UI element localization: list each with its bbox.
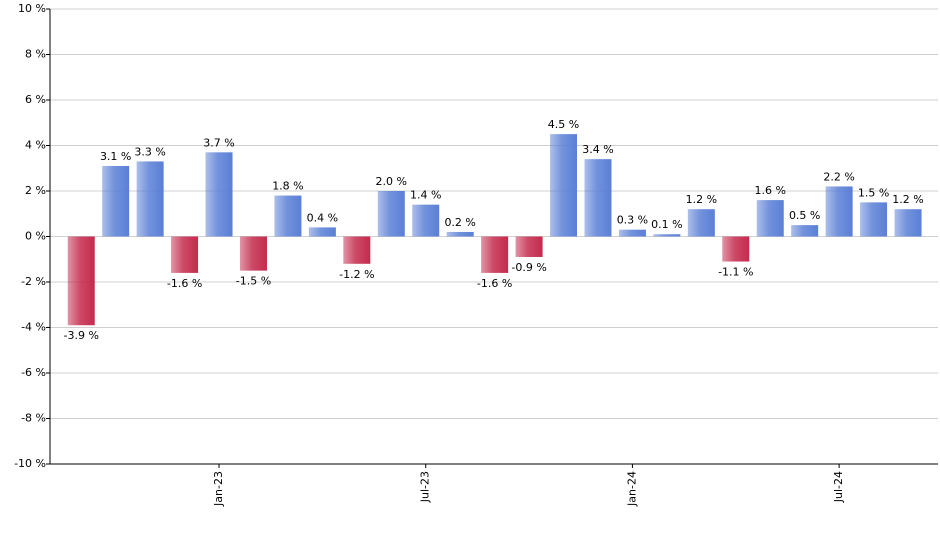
bar [550, 134, 578, 237]
bar [308, 227, 336, 237]
value-label: 1.6 % [754, 184, 785, 197]
bar [377, 191, 405, 237]
x-tick-label: Jul-23 [419, 471, 432, 503]
bar [687, 209, 715, 237]
value-label: 1.4 % [410, 189, 441, 202]
value-label: -1.2 % [339, 268, 374, 281]
bar [205, 152, 233, 237]
value-label: 0.3 % [617, 214, 648, 227]
bar [791, 225, 819, 237]
value-label: 0.1 % [651, 218, 682, 231]
value-label: -1.6 % [167, 277, 202, 290]
y-tick-label: 4 % [25, 139, 46, 152]
bar [515, 236, 543, 257]
bar [860, 202, 888, 237]
value-label: 3.4 % [582, 143, 613, 156]
x-tick-label: Jan-23 [212, 471, 225, 507]
value-label: 0.5 % [789, 209, 820, 222]
value-label: 2.0 % [376, 175, 407, 188]
y-tick-label: -6 % [21, 366, 46, 379]
value-label: 3.1 % [100, 150, 131, 163]
value-label: -1.5 % [236, 275, 271, 288]
bar [653, 234, 681, 237]
bar [825, 186, 853, 237]
value-label: -1.1 % [718, 266, 753, 279]
y-tick-label: -10 % [14, 457, 46, 470]
y-tick-label: 8 % [25, 48, 46, 61]
x-tick-label: Jan-24 [625, 471, 638, 507]
value-label: 1.2 % [686, 193, 717, 206]
y-tick-label: 6 % [25, 93, 46, 106]
y-tick-label: 0 % [25, 230, 46, 243]
y-tick-label: 2 % [25, 184, 46, 197]
value-label: 1.5 % [858, 186, 889, 199]
value-label: -0.9 % [511, 261, 546, 274]
value-label: -3.9 % [64, 329, 99, 342]
value-label: 2.2 % [823, 170, 854, 183]
bar [343, 236, 371, 264]
value-label: 3.7 % [203, 136, 234, 149]
value-label: 1.2 % [892, 193, 923, 206]
value-label: 0.2 % [444, 216, 475, 229]
value-label: 0.4 % [307, 211, 338, 224]
bar [722, 236, 750, 262]
bar [481, 236, 509, 273]
bar [274, 195, 302, 237]
bar [136, 161, 164, 237]
bar [171, 236, 199, 273]
bar [894, 209, 922, 237]
bar [618, 229, 646, 237]
bar [102, 165, 130, 237]
value-label: 4.5 % [548, 118, 579, 131]
y-tick-label: -4 % [21, 321, 46, 334]
bar [239, 236, 267, 271]
bar [446, 231, 474, 237]
y-tick-label: -2 % [21, 275, 46, 288]
bar [756, 200, 784, 237]
y-tick-label: -8 % [21, 412, 46, 425]
value-label: -1.6 % [477, 277, 512, 290]
bar [412, 204, 440, 237]
y-tick-label: 10 % [18, 2, 46, 15]
bar [67, 236, 95, 326]
value-label: 3.3 % [134, 145, 165, 158]
x-tick-label: Jul-24 [832, 471, 845, 503]
value-label: 1.8 % [272, 180, 303, 193]
bar [584, 159, 612, 237]
